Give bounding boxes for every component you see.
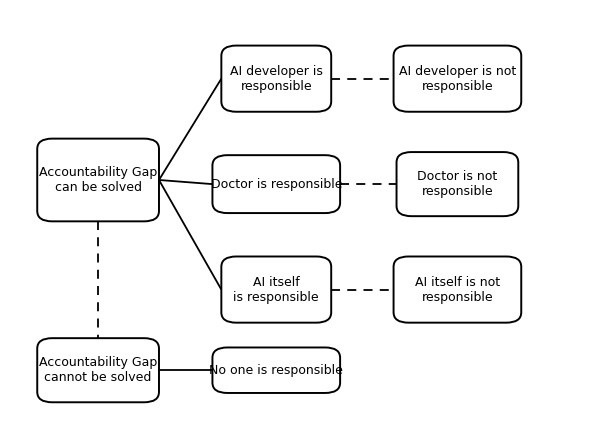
Text: Doctor is responsible: Doctor is responsible — [210, 178, 342, 191]
Text: AI developer is not
responsible: AI developer is not responsible — [399, 65, 516, 93]
FancyBboxPatch shape — [213, 347, 340, 393]
FancyBboxPatch shape — [221, 46, 331, 112]
FancyBboxPatch shape — [37, 138, 159, 221]
Text: AI developer is
responsible: AI developer is responsible — [230, 65, 323, 93]
Text: Accountability Gap
cannot be solved: Accountability Gap cannot be solved — [39, 356, 157, 384]
FancyBboxPatch shape — [37, 338, 159, 402]
Text: Accountability Gap
can be solved: Accountability Gap can be solved — [39, 166, 157, 194]
FancyBboxPatch shape — [393, 46, 521, 112]
Text: AI itself
is responsible: AI itself is responsible — [233, 276, 319, 303]
FancyBboxPatch shape — [221, 257, 331, 323]
Text: AI itself is not
responsible: AI itself is not responsible — [415, 276, 500, 303]
Text: No one is responsible: No one is responsible — [209, 364, 343, 377]
FancyBboxPatch shape — [213, 155, 340, 213]
FancyBboxPatch shape — [396, 152, 518, 216]
Text: Doctor is not
responsible: Doctor is not responsible — [418, 170, 498, 198]
FancyBboxPatch shape — [393, 257, 521, 323]
